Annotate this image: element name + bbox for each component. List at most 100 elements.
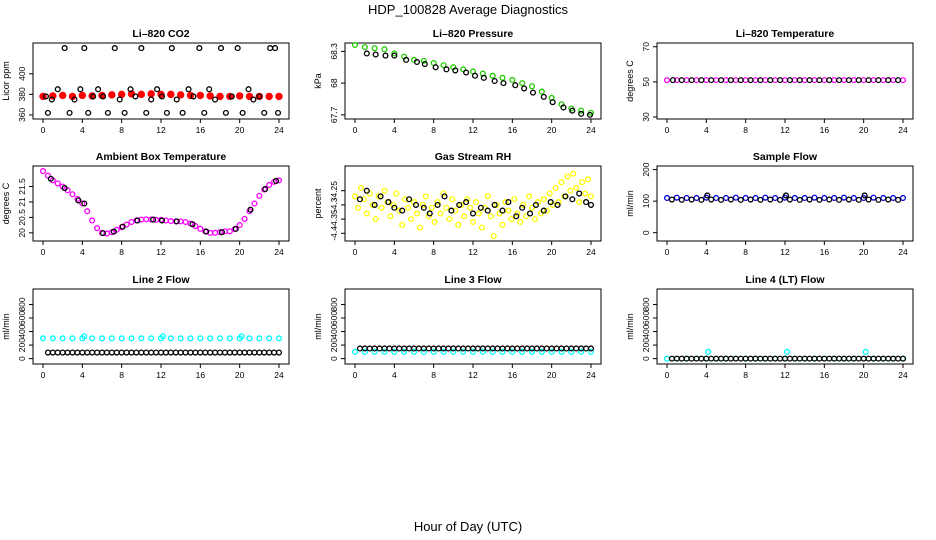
data-point xyxy=(49,335,56,342)
data-point xyxy=(491,201,498,208)
data-point xyxy=(154,86,161,93)
data-point xyxy=(251,349,258,356)
y-tick-label: 0 xyxy=(641,356,651,361)
data-point xyxy=(222,109,229,116)
data-point xyxy=(90,93,97,100)
data-point xyxy=(688,355,695,362)
data-point xyxy=(678,355,685,362)
plot-frame xyxy=(656,165,914,242)
data-point xyxy=(698,355,705,362)
data-point xyxy=(391,52,398,59)
data-point xyxy=(108,349,115,356)
data-point xyxy=(460,66,467,73)
data-point xyxy=(786,196,793,203)
data-point xyxy=(128,349,135,356)
data-point xyxy=(747,196,754,203)
data-point xyxy=(246,335,253,342)
x-tick-label: 4 xyxy=(392,125,397,135)
data-point xyxy=(247,206,254,213)
data-point xyxy=(504,345,511,352)
data-point xyxy=(118,349,125,356)
data-point xyxy=(831,194,838,202)
data-point xyxy=(578,348,585,355)
data-point xyxy=(69,191,76,198)
data-point xyxy=(261,349,268,356)
x-tick-label: 8 xyxy=(743,370,748,380)
data-point xyxy=(420,204,427,211)
data-point xyxy=(203,228,210,235)
data-point xyxy=(499,74,506,81)
y-tick-label: 21.5 xyxy=(17,178,27,195)
y-tick-label: 800 xyxy=(329,297,339,311)
data-point xyxy=(238,333,245,340)
data-point xyxy=(196,91,205,100)
series-00ffff xyxy=(39,333,283,342)
data-point xyxy=(757,196,764,203)
y-tick-label: 68 xyxy=(329,78,339,88)
panel-co2: Li–820 CO2 Licor ppm 0 4 8 12 16 20 24 360 380 400 xyxy=(1,28,290,135)
data-point xyxy=(493,201,500,208)
data-point xyxy=(722,77,730,84)
x-tick-label: 0 xyxy=(665,125,670,135)
series-000000 xyxy=(44,349,283,356)
data-point xyxy=(678,77,685,84)
data-point xyxy=(274,109,282,116)
data-point xyxy=(855,196,862,203)
x-tick-label: 20 xyxy=(859,247,869,257)
data-point xyxy=(267,45,274,52)
data-point xyxy=(443,66,450,73)
data-point xyxy=(393,190,400,197)
data-point xyxy=(420,345,427,352)
data-point xyxy=(159,333,167,340)
data-point xyxy=(422,193,429,200)
data-point xyxy=(673,194,680,201)
data-point xyxy=(472,199,480,206)
data-point xyxy=(791,77,798,84)
data-point xyxy=(212,349,219,356)
x-tick-label: 16 xyxy=(508,125,518,135)
data-point xyxy=(791,355,798,362)
data-point xyxy=(450,348,457,355)
data-point xyxy=(554,201,561,208)
data-point xyxy=(777,355,784,362)
panel-title: Li–820 Pressure xyxy=(433,28,514,40)
data-point xyxy=(855,355,862,362)
data-point xyxy=(816,77,823,84)
data-point xyxy=(430,348,437,355)
plot-frame xyxy=(32,165,290,242)
data-point xyxy=(528,348,536,355)
x-tick-label: 20 xyxy=(859,125,869,135)
data-point xyxy=(855,77,862,84)
data-point xyxy=(782,192,790,199)
data-point xyxy=(519,348,526,355)
data-point xyxy=(399,221,406,228)
data-point xyxy=(425,345,432,352)
data-point xyxy=(413,58,421,65)
data-point xyxy=(584,176,592,183)
data-point xyxy=(747,355,754,362)
data-point xyxy=(757,77,764,84)
data-point xyxy=(663,77,671,84)
data-point xyxy=(885,196,892,203)
data-point xyxy=(71,96,78,103)
data-point xyxy=(371,345,378,352)
data-point xyxy=(75,197,82,204)
data-point xyxy=(826,355,833,362)
data-point xyxy=(381,187,388,194)
data-point xyxy=(487,213,494,220)
data-point xyxy=(399,207,406,214)
data-point xyxy=(127,86,134,93)
data-point xyxy=(742,194,749,202)
data-point xyxy=(179,109,186,116)
data-point xyxy=(176,91,185,99)
data-point xyxy=(420,57,427,64)
x-tick-label: 20 xyxy=(235,125,245,135)
panel-rh: Gas Stream RH percent 0 4 8 12 16 20 24 -4.4-4.35… xyxy=(313,151,602,257)
data-point xyxy=(405,204,412,211)
data-point xyxy=(578,345,585,352)
data-point xyxy=(256,93,263,100)
data-point xyxy=(870,355,877,362)
data-point xyxy=(148,335,155,342)
data-point xyxy=(99,230,107,237)
data-point xyxy=(245,86,252,93)
